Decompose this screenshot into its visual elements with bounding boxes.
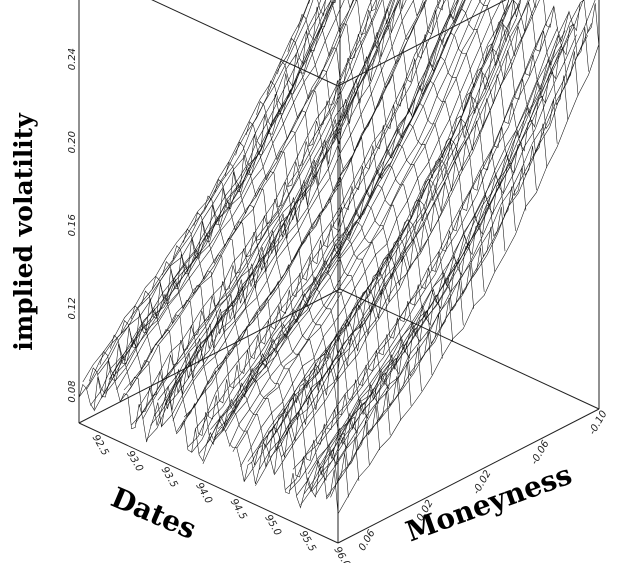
surface-date-slice: [112, 0, 334, 374]
surface-date-slice: [225, 0, 472, 433]
surface-moneyness-line: [214, 167, 474, 309]
surface-date-slice: [273, 4, 536, 476]
surface-date-slice: [123, 0, 354, 391]
surface-date-slice: [236, 0, 491, 449]
surface-date-slice: [330, 23, 592, 498]
box-edge: [151, 0, 339, 87]
surface-date-slice: [277, 0, 529, 445]
surface-date-slice: [202, 0, 463, 465]
surface-date-slice: [78, 0, 310, 398]
surface-date-slice: [210, 0, 458, 430]
surface-date-slice: [142, 0, 383, 420]
surface-date-slice: [337, 43, 600, 515]
surface-date-slice: [307, 11, 570, 475]
surface-date-slice: [262, 0, 513, 444]
z-axis-title: implied volatility: [9, 112, 38, 351]
surface-date-slice: [228, 0, 481, 447]
surface-moneyness-line: [130, 293, 391, 436]
surface-date-slice: [105, 0, 336, 394]
x-tick-label: 95.5: [297, 529, 318, 554]
surface-date-slice: [322, 0, 584, 467]
surface-moneyness-line: [501, 0, 600, 48]
x-tick-label: 93.0: [124, 449, 145, 474]
surface-moneyness-line: [110, 322, 370, 465]
surface-date-slice: [120, 0, 355, 402]
surface-moneyness-line: [245, 109, 506, 252]
x-tick-label: 93.5: [159, 465, 180, 490]
z-tick-label: 0.24: [67, 48, 78, 70]
x-tick-label: 95.0: [262, 513, 283, 538]
surface-date-slice: [318, 3, 581, 467]
surface-date-slice: [270, 0, 530, 458]
x-tick-label: 94.5: [228, 497, 249, 522]
box-edge: [339, 288, 600, 410]
surface-moneyness-line: [224, 150, 485, 292]
surface-date-slice: [292, 5, 555, 470]
surface-date-slice: [240, 0, 502, 467]
surface-date-slice: [138, 0, 373, 407]
surface-date-slice: [303, 30, 566, 494]
surface-moneyness-line: [437, 0, 589, 72]
surface-moneyness-line: [120, 308, 381, 450]
surface-moneyness-line: [99, 338, 360, 481]
surface-date-slice: [311, 24, 573, 492]
surface-moneyness-line: [277, 48, 537, 191]
surface-date-slice: [288, 23, 551, 492]
surface-moneyness-line: [308, 0, 568, 120]
z-tick-label: 0.12: [67, 297, 78, 319]
surface-date-slice: [198, 0, 456, 454]
surface-date-slice: [86, 0, 314, 390]
x-axis-title: Dates: [106, 481, 201, 546]
x-tick-label: 96.0: [331, 545, 352, 563]
surface-moneyness-line: [172, 233, 433, 376]
surface-moneyness-line: [193, 200, 454, 343]
surface-date-slice: [315, 34, 577, 496]
surface-date-slice: [161, 0, 407, 427]
surface-date-slice: [116, 0, 345, 390]
surface-date-slice: [326, 35, 588, 497]
surface-date-slice: [187, 0, 442, 448]
surface-date-slice: [180, 0, 426, 430]
bounding-box-back: [78, 0, 600, 424]
surface-date-slice: [97, 0, 322, 375]
box-edge: [78, 422, 339, 544]
surface-date-slice: [285, 21, 547, 490]
bounding-box-front: [78, 0, 600, 544]
x-tick-label: 92.5: [90, 433, 111, 458]
surface-date-slice: [191, 0, 446, 453]
z-tick-label: 0.20: [67, 131, 78, 153]
z-tick-label: 0.08: [67, 380, 78, 402]
surface-moneyness-line: [89, 355, 349, 498]
surface-date-slice: [296, 27, 558, 496]
surface-moneyness-line: [204, 183, 464, 326]
surface-date-slice: [255, 18, 517, 486]
box-edge: [78, 288, 341, 424]
surface-moneyness-line: [78, 372, 339, 514]
surface-moneyness-line: [151, 263, 412, 406]
z-tick-label: 0.16: [67, 214, 78, 236]
surface-date-slice: [146, 0, 399, 440]
x-tick-label: 94.0: [193, 481, 214, 506]
surface-moneyness-line: [370, 0, 579, 96]
surface-moneyness-line: [266, 68, 527, 211]
surface-moneyness-line: [162, 249, 422, 392]
surface-moneyness-line: [256, 89, 516, 231]
surface-date-slice: [127, 0, 357, 392]
surface-date-slice: [300, 44, 562, 506]
surface-date-slice: [213, 0, 465, 438]
surface-moneyness-line: [287, 26, 548, 168]
box-edge: [337, 408, 600, 544]
surface-moneyness-line: [235, 129, 495, 272]
surface-date-slice: [172, 0, 414, 421]
surface-mesh: [78, 0, 600, 515]
surface-moneyness-line: [141, 278, 401, 421]
surface-moneyness-line: [297, 1, 558, 144]
surface-moneyness-line: [183, 216, 443, 359]
box-edge: [337, 0, 507, 87]
surface-date-slice: [176, 0, 424, 432]
